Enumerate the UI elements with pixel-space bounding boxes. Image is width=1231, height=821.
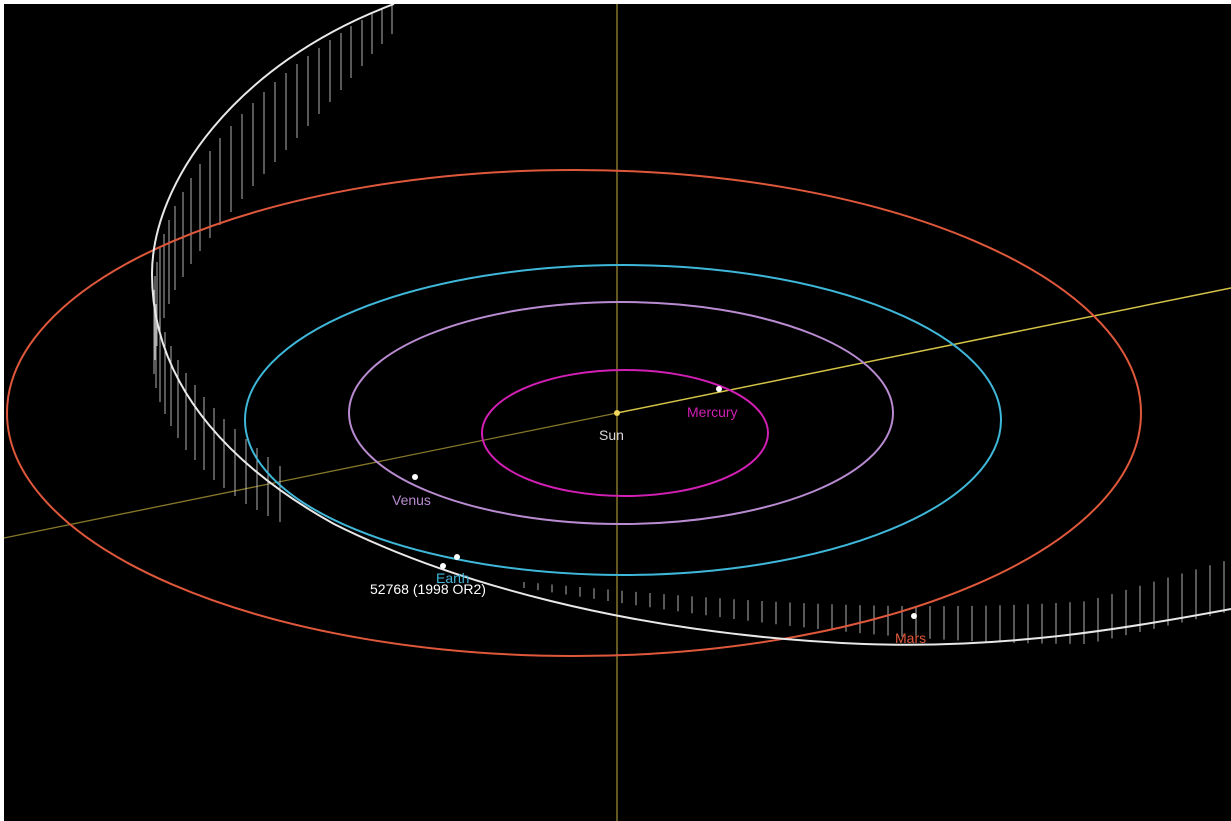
earth-marker[interactable] [454, 554, 460, 560]
asteroid-orbit [150, 4, 1231, 646]
venus-marker[interactable] [412, 474, 418, 480]
mars-orbit [6, 169, 1142, 657]
asteroid-marker[interactable] [440, 563, 446, 569]
orbit-diagram: Sun Mercury Venus Earth 52768 (1998 OR2)… [4, 4, 1231, 821]
sun-marker[interactable] [614, 410, 620, 416]
mercury-label: Mercury [687, 404, 738, 420]
asteroid-label: 52768 (1998 OR2) [370, 581, 486, 597]
earth-label: Earth [436, 570, 469, 586]
ecliptic-axis-front [616, 287, 1231, 414]
venus-label: Venus [392, 492, 431, 508]
mercury-marker[interactable] [716, 386, 722, 392]
sun-label: Sun [599, 427, 624, 443]
earth-orbit [244, 264, 1002, 576]
venus-orbit [348, 301, 894, 525]
mars-label: Mars [895, 630, 926, 646]
mars-marker[interactable] [911, 613, 917, 619]
ecliptic-axis-back [4, 412, 618, 539]
mercury-orbit [481, 369, 769, 497]
orbit-viewer[interactable]: Sun Mercury Venus Earth 52768 (1998 OR2)… [4, 4, 1231, 821]
asteroid-orbit-ticks [153, 4, 1225, 644]
